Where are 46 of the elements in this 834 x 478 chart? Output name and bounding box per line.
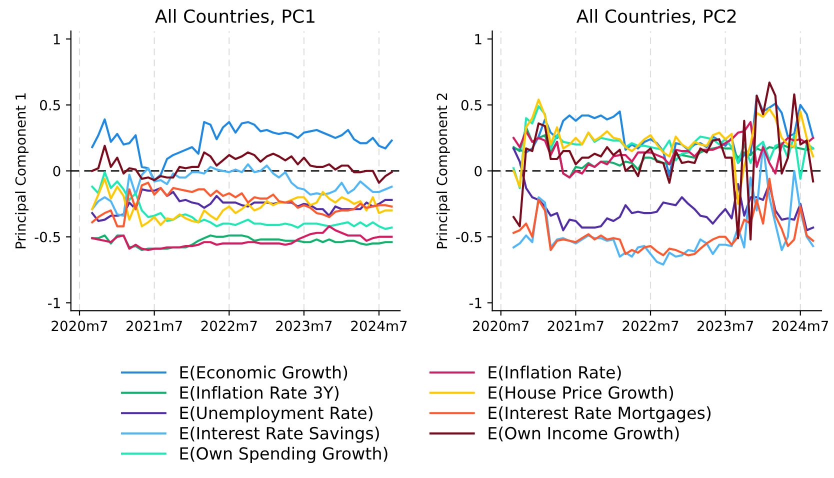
y-tick-label: -1: [48, 298, 60, 308]
line-series: [512, 94, 814, 178]
line-series: [512, 147, 814, 232]
line-series: [91, 234, 393, 252]
line-series: [91, 118, 393, 182]
chart-title: All Countries, PC2: [576, 9, 736, 25]
legend-label: E(House Price Growth): [488, 386, 674, 401]
y-tick-label: 1: [54, 34, 60, 44]
y-tick-label: 0.5: [40, 100, 60, 110]
line-series: [91, 171, 393, 230]
line-series: [512, 105, 814, 190]
line-series: [91, 144, 393, 184]
x-tick-label: 2022m7: [201, 320, 257, 332]
y-tick-label: -0.5: [34, 232, 60, 242]
y-tick-label: -1: [469, 298, 482, 308]
line-series: [512, 143, 814, 266]
x-tick-label: 2022m7: [622, 320, 678, 332]
y-tick-label: 0.5: [461, 100, 482, 110]
legend-label: E(Own Income Growth): [488, 426, 679, 442]
line-series: [512, 98, 814, 205]
x-tick-label: 2020m7: [52, 320, 108, 332]
x-tick-label: 2021m7: [548, 320, 604, 332]
x-tick-label: 2021m7: [126, 320, 182, 332]
legend-label: E(Interest Rate Savings): [180, 426, 379, 443]
x-tick-label: 2023m7: [698, 320, 754, 332]
legend-label: E(Interest Rate Mortgages): [488, 406, 711, 422]
line-series: [512, 178, 814, 256]
line-series: [91, 225, 393, 252]
chart-title: All Countries, PC1: [155, 9, 314, 25]
x-tick-label: 2024m7: [772, 320, 828, 332]
line-series: [512, 81, 814, 241]
x-tick-label: 2020m7: [473, 320, 529, 332]
legend-label: E(Inflation Rate 3Y): [180, 386, 339, 401]
legend-label: E(Own Spending Growth): [180, 446, 388, 463]
y-tick-label: 0: [474, 166, 482, 176]
y-axis-title: Principal Component 1: [15, 93, 29, 248]
y-tick-label: 1: [475, 34, 482, 44]
legend-label: E(Inflation Rate): [488, 366, 621, 381]
x-tick-label: 2024m7: [351, 320, 407, 332]
y-tick-label: 0: [53, 166, 60, 176]
x-tick-label: 2023m7: [276, 320, 332, 332]
legend-label: E(Economic Growth): [180, 366, 348, 381]
legend-label: E(Unemployment Rate): [180, 406, 372, 422]
y-tick-label: -0.5: [456, 232, 482, 242]
y-axis-title: Principal Component 2: [436, 94, 450, 248]
line-series: [91, 163, 393, 217]
